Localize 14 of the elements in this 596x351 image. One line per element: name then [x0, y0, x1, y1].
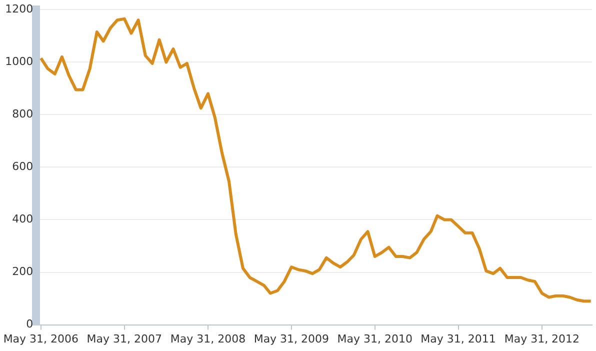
x-tick-label: May 31, 2008 [170, 332, 246, 346]
y-tick-label: 400 [12, 212, 34, 226]
x-tick-label: May 31, 2007 [86, 332, 162, 346]
x-tick-label: May 31, 2010 [337, 332, 412, 346]
x-tick-label: May 31, 2006 [3, 332, 79, 346]
y-tick-label: 1000 [5, 54, 34, 68]
y-tick-label: 600 [12, 160, 34, 174]
x-tick-label: May 31, 2011 [420, 332, 496, 346]
y-tick-label: 200 [12, 265, 34, 278]
x-tick-label: May 31, 2012 [504, 332, 580, 346]
y-tick-label: 800 [12, 108, 34, 121]
x-tick-label: May 31, 2009 [254, 332, 330, 346]
y-tick-label: 0 [26, 318, 34, 331]
y-tick-label: 1200 [5, 2, 34, 16]
